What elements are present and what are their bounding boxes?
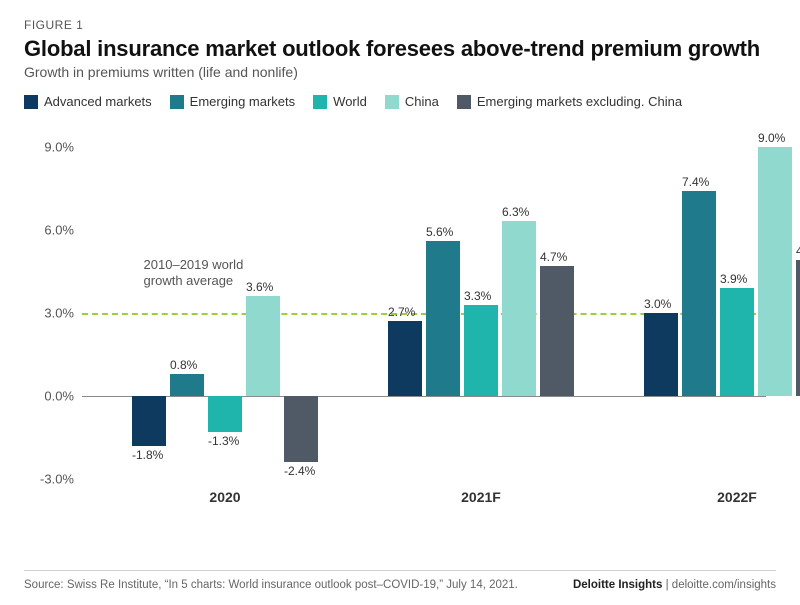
y-tick-label: -3.0% — [40, 472, 82, 487]
bar-value-label: 4.7% — [540, 250, 567, 264]
bar — [540, 266, 574, 396]
legend-label: Advanced markets — [44, 94, 152, 109]
bar — [284, 396, 318, 462]
legend-label: World — [333, 94, 367, 109]
bar-value-label: 7.4% — [682, 175, 709, 189]
legend-item: World — [313, 94, 367, 109]
legend-swatch — [457, 95, 471, 109]
bar — [720, 288, 754, 396]
legend-item: China — [385, 94, 439, 109]
x-category-label: 2020 — [209, 479, 240, 505]
legend-item: Emerging markets — [170, 94, 295, 109]
x-category-label: 2022F — [717, 479, 757, 505]
bar-value-label: 3.3% — [464, 289, 491, 303]
bar-value-label: 0.8% — [170, 358, 197, 372]
bar — [464, 305, 498, 396]
chart-subtitle: Growth in premiums written (life and non… — [24, 64, 776, 80]
x-category-label: 2021F — [461, 479, 501, 505]
figure-container: FIGURE 1 Global insurance market outlook… — [0, 0, 800, 605]
legend-label: Emerging markets excluding. China — [477, 94, 682, 109]
bar-value-label: -1.3% — [208, 434, 239, 448]
legend-swatch — [385, 95, 399, 109]
bar-value-label: 3.9% — [720, 272, 747, 286]
figure-label: FIGURE 1 — [24, 18, 776, 32]
bar — [208, 396, 242, 432]
bar — [644, 313, 678, 396]
bar-value-label: -1.8% — [132, 448, 163, 462]
legend-swatch — [313, 95, 327, 109]
brand-attribution: Deloitte Insights | deloitte.com/insight… — [573, 579, 776, 591]
legend-item: Emerging markets excluding. China — [457, 94, 682, 109]
legend-label: China — [405, 94, 439, 109]
bar — [796, 260, 800, 396]
bar-value-label: -2.4% — [284, 464, 315, 478]
legend-item: Advanced markets — [24, 94, 152, 109]
bar-value-label: 5.6% — [426, 225, 453, 239]
plot-area: -3.0%0.0%3.0%6.0%9.0%2010–2019 world gro… — [82, 119, 766, 479]
bar — [758, 147, 792, 396]
brand-name: Deloitte Insights — [573, 579, 662, 591]
bar — [388, 321, 422, 396]
bar — [170, 374, 204, 396]
reference-line-label: 2010–2019 world growth average — [144, 257, 244, 290]
bar-value-label: 2.7% — [388, 305, 415, 319]
bar-value-label: 4.9% — [796, 244, 800, 258]
bar — [246, 296, 280, 396]
brand-url: deloitte.com/insights — [672, 579, 776, 591]
bar — [502, 221, 536, 395]
legend: Advanced markets Emerging markets World Chi… — [24, 94, 776, 109]
bar-value-label: 3.0% — [644, 297, 671, 311]
bar-value-label: 3.6% — [246, 280, 273, 294]
figure-footer: Source: Swiss Re Institute, “In 5 charts… — [24, 570, 776, 591]
bar-value-label: 6.3% — [502, 205, 529, 219]
footer-divider — [24, 570, 776, 571]
legend-label: Emerging markets — [190, 94, 295, 109]
chart-title: Global insurance market outlook foresees… — [24, 36, 776, 62]
bar-value-label: 9.0% — [758, 131, 785, 145]
bar — [132, 396, 166, 446]
y-tick-label: 0.0% — [44, 388, 82, 403]
zero-axis-line — [82, 396, 766, 397]
legend-swatch — [24, 95, 38, 109]
y-tick-label: 6.0% — [44, 222, 82, 237]
bar — [426, 241, 460, 396]
bar — [682, 191, 716, 396]
y-tick-label: 9.0% — [44, 139, 82, 154]
brand-separator: | — [662, 579, 671, 591]
legend-swatch — [170, 95, 184, 109]
y-tick-label: 3.0% — [44, 305, 82, 320]
